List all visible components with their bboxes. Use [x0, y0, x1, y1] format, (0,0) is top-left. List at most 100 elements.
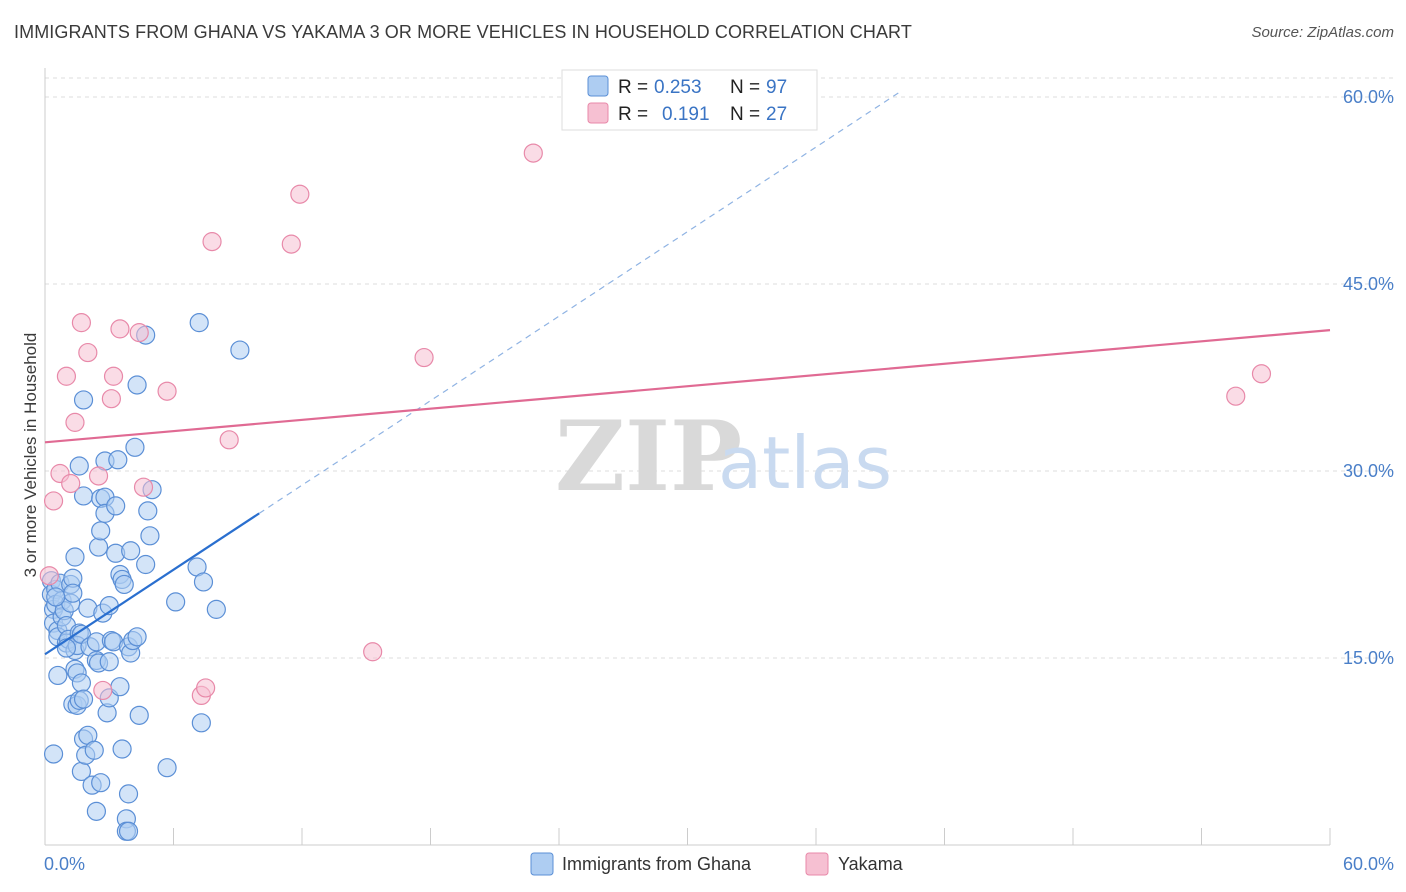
ghana-point-63: [106, 496, 126, 516]
ghana-point-90: [189, 313, 209, 333]
ghana-point-33: [73, 689, 94, 709]
chart-title: IMMIGRANTS FROM GHANA VS YAKAMA 3 OR MOR…: [14, 22, 912, 42]
ghana-point-72: [118, 821, 139, 841]
y-tick-label-60: 60.0%: [1343, 87, 1394, 107]
yakama-point-24: [523, 143, 543, 163]
ghana-point-25: [63, 583, 83, 603]
ghana-point-31: [71, 673, 92, 693]
bottom-legend-swatch-ghana: [530, 852, 554, 876]
yakama-point-11: [103, 366, 124, 386]
watermark-atlas: atlas: [718, 421, 892, 505]
yakama-point-4: [61, 473, 81, 494]
yakama-point-8: [88, 466, 109, 486]
ghana-point-56: [99, 652, 119, 672]
legend-yakama-n-value: 27: [766, 104, 787, 125]
x-tick-label-min: 0.0%: [44, 854, 85, 874]
yakama-point-15: [157, 381, 177, 401]
yakama-point-18: [202, 232, 222, 252]
yakama-point-13: [129, 323, 149, 343]
ghana-point-88: [166, 592, 186, 612]
ghana-point-87: [157, 758, 177, 778]
legend-swatch-yakama: [587, 102, 609, 124]
yakama-point-12: [110, 319, 130, 339]
ghana-point-81: [129, 705, 149, 725]
ghana-point-85: [140, 526, 160, 546]
yakama-point-26: [1251, 364, 1272, 384]
correlation-legend: R = 0.253 N = 97 R = 0.191 N = 27: [561, 69, 818, 131]
ghana-point-48: [91, 521, 111, 541]
ghana-trend-line: [44, 512, 260, 656]
yakama-point-20: [281, 234, 301, 254]
grid-lines: [45, 77, 1395, 659]
legend-ghana-n-value: 97: [766, 77, 787, 98]
ghana-point-93: [206, 599, 226, 619]
bottom-legend: Immigrants from Ghana Yakama: [530, 852, 904, 876]
ghana-point-73: [118, 784, 139, 804]
ghana-point-79: [127, 627, 147, 647]
yakama-point-21: [290, 184, 310, 204]
y-tick-label-45: 45.0%: [1343, 274, 1394, 294]
series-yakama-points: [39, 143, 1272, 706]
ghana-point-82: [136, 554, 156, 575]
ghana-point-96: [56, 638, 77, 658]
y-tick-label-30: 30.0%: [1343, 461, 1394, 481]
yakama-trend-line: [44, 329, 1331, 444]
ghana-point-49: [91, 773, 111, 793]
yakama-point-10: [101, 389, 121, 409]
y-tick-labels: 15.0% 30.0% 45.0% 60.0%: [1343, 87, 1394, 668]
yakama-point-14: [133, 477, 154, 497]
ghana-point-76: [121, 541, 141, 561]
ghana-point-64: [108, 450, 128, 470]
yakama-point-25: [1226, 386, 1246, 406]
legend-ghana-r-value: 0.253: [654, 77, 702, 98]
ghana-point-92: [193, 572, 214, 592]
ghana-point-24: [48, 665, 68, 686]
legend-ghana-r-label: R =: [618, 77, 648, 98]
ghana-point-27: [69, 456, 89, 476]
legend-swatch-ghana: [587, 75, 609, 97]
ghana-point-59: [73, 390, 94, 410]
ghana-point-95: [46, 587, 66, 607]
legend-yakama-r-value: 0.191: [662, 104, 710, 125]
yakama-point-22: [363, 642, 383, 662]
ghana-point-47: [88, 537, 109, 557]
watermark-zip: ZIP: [555, 400, 742, 513]
x-ticks: [44, 828, 1331, 845]
ghana-point-78: [125, 437, 145, 457]
ghana-point-26: [65, 547, 85, 567]
ghana-point-91: [191, 713, 211, 733]
legend-yakama-n-label: N =: [730, 104, 760, 125]
legend-yakama-r-label: R =: [618, 104, 648, 125]
yakama-point-19: [219, 430, 239, 450]
yakama-point-9: [93, 680, 113, 701]
legend-ghana-n-label: N =: [730, 77, 760, 98]
yakama-point-7: [78, 342, 98, 363]
x-tick-label-max: 60.0%: [1343, 854, 1394, 874]
yakama-point-5: [65, 412, 85, 432]
ghana-point-84: [138, 501, 158, 521]
yakama-point-17: [196, 678, 216, 698]
yakama-point-6: [71, 313, 92, 333]
watermark: ZIP atlas: [555, 400, 892, 513]
ghana-point-68: [112, 739, 132, 759]
ghana-point-43: [86, 801, 107, 821]
y-axis-label: 3 or more Vehicles in Household: [21, 333, 40, 578]
series-ghana-points: [41, 313, 250, 841]
yakama-point-0: [39, 566, 59, 586]
trend-lines: [44, 90, 1331, 656]
yakama-point-1: [43, 491, 64, 511]
ghana-point-66: [110, 677, 130, 697]
bottom-legend-swatch-yakama: [805, 852, 829, 876]
source-label: Source: ZipAtlas.com: [1251, 24, 1394, 41]
ghana-trend-line-extension: [258, 90, 902, 514]
yakama-point-23: [414, 347, 434, 368]
yakama-point-3: [56, 366, 77, 386]
ghana-point-80: [127, 375, 147, 395]
bottom-legend-yakama: Yakama: [838, 854, 904, 874]
bottom-legend-ghana: Immigrants from Ghana: [562, 854, 752, 874]
ghana-point-23: [43, 744, 64, 764]
ghana-point-69: [114, 574, 134, 595]
y-tick-label-15: 15.0%: [1343, 648, 1394, 668]
ghana-point-42: [84, 740, 104, 760]
